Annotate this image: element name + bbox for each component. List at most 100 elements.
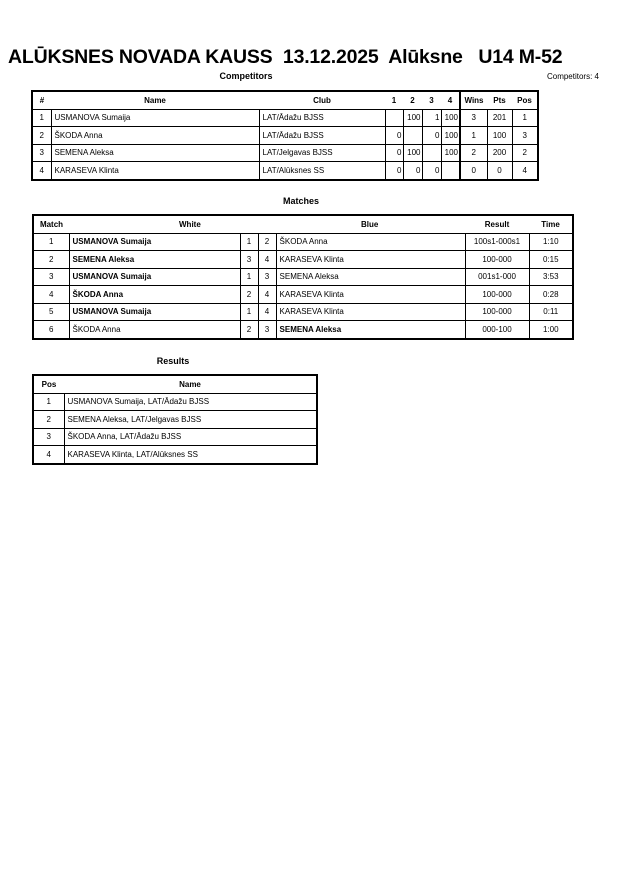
col-header: Wins <box>459 90 487 110</box>
col-header: Pos <box>512 90 538 110</box>
result-pos: 4 <box>32 445 65 464</box>
match-result: 001s1-000 <box>464 267 530 286</box>
col-header: # <box>32 90 51 110</box>
competitor-row: 2 ŠKODA Anna LAT/Ādažu BJSS 0 0 100 1 100 3 <box>31 126 539 145</box>
competitor-cell: 1 <box>511 108 539 127</box>
match-result: 100-000 <box>464 250 530 269</box>
match-result: 000-100 <box>464 320 530 339</box>
match-row: 4 ŠKODA Anna 2 4 KARASEVA Klinta 100-000 0:28 <box>32 285 574 304</box>
competitor-cell <box>402 126 423 145</box>
result-row: 4 KARASEVA Klinta, LAT/Alūksnes SS <box>32 445 318 464</box>
competitor-cell: 3 <box>31 143 52 162</box>
competitor-cell: LAT/Jelgavas BJSS <box>258 143 386 162</box>
col-result: Result <box>465 214 530 234</box>
competitor-cell: 0 <box>421 126 442 145</box>
competitors-heading: Competitors <box>219 71 273 81</box>
competitor-cell: 100 <box>486 126 513 145</box>
match-wn: 1 <box>239 232 259 251</box>
competitor-cell: 200 <box>486 143 513 162</box>
match-no: 2 <box>32 250 70 269</box>
competitor-cell <box>421 143 442 162</box>
match-bn: 4 <box>257 302 277 321</box>
result-name: KARASEVA Klinta, LAT/Alūksnes SS <box>63 445 318 464</box>
competitor-cell: 1 <box>31 108 52 127</box>
competitor-cell: 100 <box>440 108 461 127</box>
competitor-row: 1 USMANOVA Sumaija LAT/Ādažu BJSS 100 1 100 3 2… <box>31 108 539 127</box>
match-white: SEMENA Aleksa <box>68 250 241 269</box>
col-header: Name <box>51 90 259 110</box>
matches-table: Match White Blue Result Time 1 USMANOVA S… <box>32 214 575 340</box>
match-wn: 2 <box>239 285 259 304</box>
match-wn: 1 <box>239 302 259 321</box>
match-blue: ŠKODA Anna <box>275 232 466 251</box>
competitor-cell: 1 <box>459 126 488 145</box>
col-pos: Pos <box>33 374 64 394</box>
competitor-cell: 0 <box>459 161 488 180</box>
match-result: 100-000 <box>464 302 530 321</box>
match-time: 1:10 <box>528 232 574 251</box>
match-white: USMANOVA Sumaija <box>68 232 241 251</box>
result-row: 3 ŠKODA Anna, LAT/Ādažu BJSS <box>32 427 318 446</box>
competitor-cell: 0 <box>384 143 404 162</box>
competitors-count: Competitors: 4 <box>546 72 599 81</box>
match-result: 100-000 <box>464 285 530 304</box>
competitor-cell: 201 <box>486 108 513 127</box>
result-name: USMANOVA Sumaija, LAT/Ādažu BJSS <box>63 392 318 411</box>
page-title: ALŪKSNES NOVADA KAUSS 13.12.2025 Alūksne… <box>8 46 563 68</box>
match-blue: SEMENA Aleksa <box>275 267 466 286</box>
match-row: 3 USMANOVA Sumaija 1 3 SEMENA Aleksa 001s1-00… <box>32 267 574 286</box>
col-header: 3 <box>422 90 441 110</box>
competitor-cell: 0 <box>402 161 423 180</box>
competitor-cell: 1 <box>421 108 442 127</box>
match-time: 0:11 <box>528 302 574 321</box>
results-heading: Results <box>156 356 190 366</box>
competitor-cell: 4 <box>31 161 52 180</box>
col-white: White <box>69 214 277 234</box>
match-white: USMANOVA Sumaija <box>68 267 241 286</box>
competitor-cell: LAT/Ādažu BJSS <box>258 126 386 145</box>
results-table: Pos Name 1 USMANOVA Sumaija, LAT/Ādažu BJ… <box>32 374 318 465</box>
result-pos: 3 <box>32 427 65 446</box>
match-no: 4 <box>32 285 70 304</box>
match-white: USMANOVA Sumaija <box>68 302 241 321</box>
col-header: Club <box>259 90 385 110</box>
match-row: 5 USMANOVA Sumaija 1 4 KARASEVA Klinta 100-00… <box>32 302 574 321</box>
match-no: 3 <box>32 267 70 286</box>
competitor-cell: 0 <box>384 126 404 145</box>
col-blue: Blue <box>276 214 466 234</box>
result-pos: 1 <box>32 392 65 411</box>
competitor-cell <box>440 161 461 180</box>
matches-heading: Matches <box>282 196 319 206</box>
competitor-cell: 100 <box>440 126 461 145</box>
competitor-cell: LAT/Ādažu BJSS <box>258 108 386 127</box>
competitor-cell: 0 <box>421 161 442 180</box>
match-row: 1 USMANOVA Sumaija 1 2 ŠKODA Anna 100s1-000s1… <box>32 232 574 251</box>
competitor-cell: 100 <box>440 143 461 162</box>
col-header: 1 <box>385 90 403 110</box>
competitor-cell: 0 <box>486 161 513 180</box>
match-blue: KARASEVA Klinta <box>275 285 466 304</box>
competitor-cell: 2 <box>511 143 539 162</box>
match-time: 1:00 <box>528 320 574 339</box>
match-time: 0:15 <box>528 250 574 269</box>
match-row: 2 SEMENA Aleksa 3 4 KARASEVA Klinta 100-000 0:… <box>32 250 574 269</box>
col-time: Time <box>529 214 574 234</box>
match-bn: 4 <box>257 250 277 269</box>
competitor-cell: 4 <box>511 161 539 180</box>
competitor-cell: LAT/Alūksnes SS <box>258 161 386 180</box>
competitor-cell: 2 <box>459 143 488 162</box>
match-white: ŠKODA Anna <box>68 320 241 339</box>
result-name: SEMENA Aleksa, LAT/Jelgavas BJSS <box>63 410 318 429</box>
match-no: 1 <box>32 232 70 251</box>
match-blue: KARASEVA Klinta <box>275 302 466 321</box>
competitor-cell: ŠKODA Anna <box>50 126 260 145</box>
competitor-cell: KARASEVA Klinta <box>50 161 260 180</box>
match-blue: SEMENA Aleksa <box>275 320 466 339</box>
col-header: 4 <box>441 90 460 110</box>
match-bn: 2 <box>257 232 277 251</box>
competitor-cell: 3 <box>511 126 539 145</box>
competitor-cell <box>384 108 404 127</box>
result-row: 2 SEMENA Aleksa, LAT/Jelgavas BJSS <box>32 410 318 429</box>
col-header: Pts <box>487 90 512 110</box>
competitor-cell: 100 <box>402 143 423 162</box>
